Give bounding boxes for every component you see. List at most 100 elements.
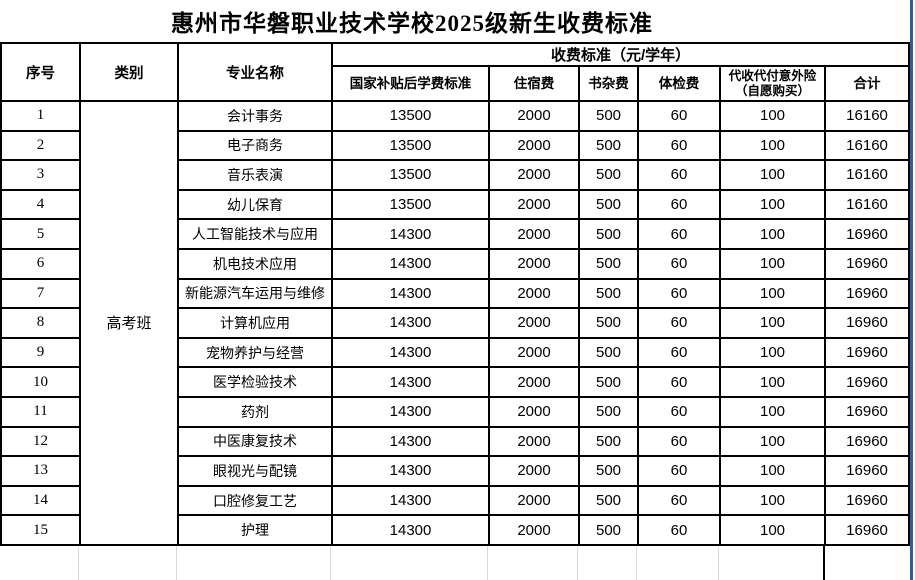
major-name-cell[interactable]: 电子商务 — [177, 129, 333, 162]
books-fee-cell[interactable]: 500 — [578, 277, 639, 310]
books-fee-cell[interactable]: 500 — [578, 188, 639, 221]
total-cell[interactable]: 16960 — [823, 277, 911, 310]
books-fee-cell[interactable]: 500 — [578, 218, 639, 250]
physical-exam-fee-cell[interactable]: 60 — [637, 100, 721, 132]
tuition-cell[interactable]: 13500 — [331, 100, 490, 132]
total-cell[interactable]: 16960 — [823, 514, 911, 546]
header-insurance[interactable]: 代收代付意外险 （自愿购买） — [719, 65, 826, 102]
row-number-cell[interactable]: 15 — [0, 514, 81, 546]
header-category[interactable]: 类别 — [79, 42, 179, 102]
accommodation-fee-cell[interactable]: 2000 — [488, 366, 580, 398]
physical-exam-fee-cell[interactable]: 60 — [637, 455, 721, 487]
books-fee-cell[interactable]: 500 — [578, 159, 639, 191]
major-name-cell[interactable]: 新能源汽车运用与维修 — [177, 277, 333, 310]
tuition-cell[interactable]: 14300 — [331, 336, 490, 369]
row-number-cell[interactable]: 12 — [0, 425, 81, 458]
accommodation-fee-cell[interactable]: 2000 — [488, 307, 580, 339]
header-physical[interactable]: 体检费 — [637, 65, 721, 102]
total-cell[interactable]: 16160 — [823, 129, 911, 162]
tuition-cell[interactable]: 14300 — [331, 218, 490, 250]
row-number-cell[interactable]: 3 — [0, 159, 81, 191]
physical-exam-fee-cell[interactable]: 60 — [637, 336, 721, 369]
accommodation-fee-cell[interactable]: 2000 — [488, 247, 580, 280]
total-cell[interactable]: 16960 — [823, 247, 911, 280]
physical-exam-fee-cell[interactable]: 60 — [637, 277, 721, 310]
insurance-fee-cell[interactable]: 100 — [719, 336, 826, 369]
tuition-cell[interactable]: 14300 — [331, 307, 490, 339]
header-no[interactable]: 序号 — [0, 42, 81, 102]
tuition-cell[interactable]: 13500 — [331, 129, 490, 162]
physical-exam-fee-cell[interactable]: 60 — [637, 395, 721, 428]
row-number-cell[interactable]: 14 — [0, 484, 81, 517]
row-number-cell[interactable]: 11 — [0, 395, 81, 428]
major-name-cell[interactable]: 计算机应用 — [177, 307, 333, 339]
insurance-fee-cell[interactable]: 100 — [719, 247, 826, 280]
total-cell[interactable]: 16960 — [823, 455, 911, 487]
accommodation-fee-cell[interactable]: 2000 — [488, 159, 580, 191]
row-number-cell[interactable]: 7 — [0, 277, 81, 310]
tuition-cell[interactable]: 14300 — [331, 514, 490, 546]
insurance-fee-cell[interactable]: 100 — [719, 188, 826, 221]
header-accommodation[interactable]: 住宿费 — [488, 65, 580, 102]
major-name-cell[interactable]: 口腔修复工艺 — [177, 484, 333, 517]
total-cell[interactable]: 16960 — [823, 395, 911, 428]
physical-exam-fee-cell[interactable]: 60 — [637, 366, 721, 398]
physical-exam-fee-cell[interactable]: 60 — [637, 307, 721, 339]
row-number-cell[interactable]: 4 — [0, 188, 81, 221]
insurance-fee-cell[interactable]: 100 — [719, 395, 826, 428]
total-cell[interactable]: 16160 — [823, 100, 911, 132]
books-fee-cell[interactable]: 500 — [578, 395, 639, 428]
books-fee-cell[interactable]: 500 — [578, 336, 639, 369]
row-number-cell[interactable]: 1 — [0, 100, 81, 132]
physical-exam-fee-cell[interactable]: 60 — [637, 514, 721, 546]
physical-exam-fee-cell[interactable]: 60 — [637, 159, 721, 191]
accommodation-fee-cell[interactable]: 2000 — [488, 514, 580, 546]
insurance-fee-cell[interactable]: 100 — [719, 425, 826, 458]
accommodation-fee-cell[interactable]: 2000 — [488, 425, 580, 458]
physical-exam-fee-cell[interactable]: 60 — [637, 129, 721, 162]
major-name-cell[interactable]: 中医康复技术 — [177, 425, 333, 458]
books-fee-cell[interactable]: 500 — [578, 366, 639, 398]
accommodation-fee-cell[interactable]: 2000 — [488, 455, 580, 487]
physical-exam-fee-cell[interactable]: 60 — [637, 484, 721, 517]
total-cell[interactable]: 16960 — [823, 307, 911, 339]
accommodation-fee-cell[interactable]: 2000 — [488, 218, 580, 250]
total-cell[interactable]: 16960 — [823, 425, 911, 458]
row-number-cell[interactable]: 5 — [0, 218, 81, 250]
insurance-fee-cell[interactable]: 100 — [719, 484, 826, 517]
header-fee-group[interactable]: 收费标准（元/学年） — [330, 42, 911, 67]
physical-exam-fee-cell[interactable]: 60 — [637, 425, 721, 458]
row-number-cell[interactable]: 8 — [0, 307, 81, 339]
accommodation-fee-cell[interactable]: 2000 — [488, 395, 580, 428]
tuition-cell[interactable]: 14300 — [331, 455, 490, 487]
accommodation-fee-cell[interactable]: 2000 — [488, 336, 580, 369]
major-name-cell[interactable]: 音乐表演 — [177, 159, 333, 191]
books-fee-cell[interactable]: 500 — [578, 307, 639, 339]
major-name-cell[interactable]: 人工智能技术与应用 — [177, 218, 333, 250]
accommodation-fee-cell[interactable]: 2000 — [488, 100, 580, 132]
physical-exam-fee-cell[interactable]: 60 — [637, 247, 721, 280]
major-name-cell[interactable]: 医学检验技术 — [177, 366, 333, 398]
insurance-fee-cell[interactable]: 100 — [719, 159, 826, 191]
tuition-cell[interactable]: 14300 — [331, 366, 490, 398]
insurance-fee-cell[interactable]: 100 — [719, 455, 826, 487]
insurance-fee-cell[interactable]: 100 — [719, 366, 826, 398]
tuition-cell[interactable]: 14300 — [331, 425, 490, 458]
major-name-cell[interactable]: 幼儿保育 — [177, 188, 333, 221]
insurance-fee-cell[interactable]: 100 — [719, 514, 826, 546]
row-number-cell[interactable]: 2 — [0, 129, 81, 162]
header-total[interactable]: 合计 — [823, 65, 911, 102]
total-cell[interactable]: 16960 — [823, 366, 911, 398]
insurance-fee-cell[interactable]: 100 — [719, 277, 826, 310]
row-number-cell[interactable]: 9 — [0, 336, 81, 369]
tuition-cell[interactable]: 13500 — [331, 188, 490, 221]
row-number-cell[interactable]: 10 — [0, 366, 81, 398]
insurance-fee-cell[interactable]: 100 — [719, 100, 826, 132]
total-cell[interactable]: 16160 — [823, 188, 911, 221]
books-fee-cell[interactable]: 500 — [578, 514, 639, 546]
insurance-fee-cell[interactable]: 100 — [719, 307, 826, 339]
insurance-fee-cell[interactable]: 100 — [719, 129, 826, 162]
row-number-cell[interactable]: 6 — [0, 247, 81, 280]
accommodation-fee-cell[interactable]: 2000 — [488, 484, 580, 517]
major-name-cell[interactable]: 药剂 — [177, 395, 333, 428]
